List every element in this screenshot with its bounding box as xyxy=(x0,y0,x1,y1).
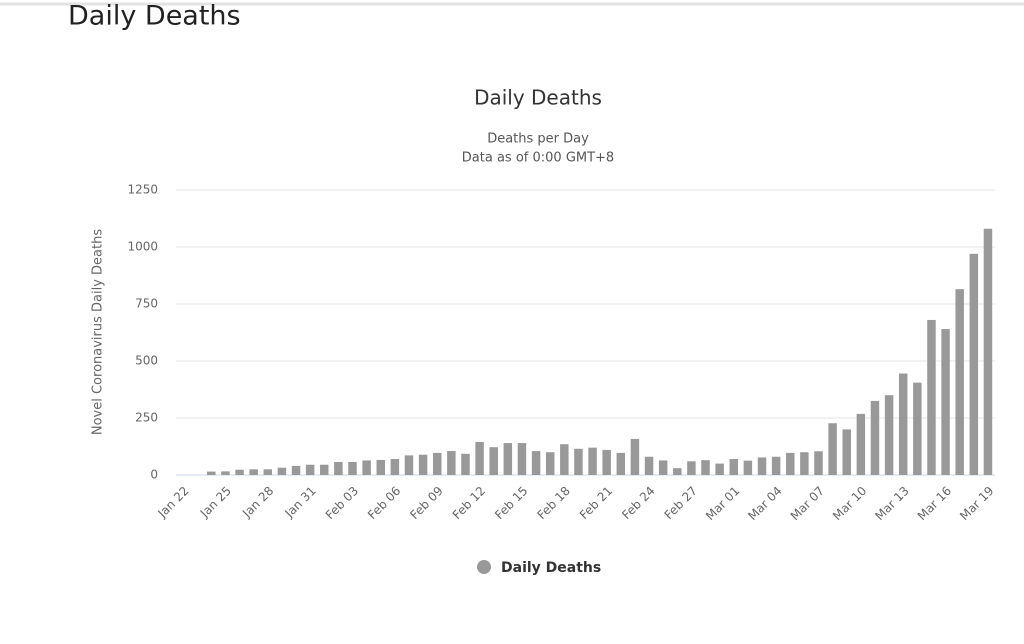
bar xyxy=(969,253,979,475)
x-tick-label: Jan 28 xyxy=(239,484,276,521)
y-axis-label: Novel Coronavirus Daily Deaths xyxy=(91,229,106,435)
bar xyxy=(503,443,513,475)
bar xyxy=(291,465,301,475)
bar xyxy=(545,452,555,475)
bar xyxy=(560,444,569,475)
bar xyxy=(658,460,668,475)
bar xyxy=(616,452,626,475)
bar xyxy=(828,423,837,475)
bar xyxy=(941,329,950,475)
bar xyxy=(320,464,329,475)
x-tick-label: Feb 24 xyxy=(619,484,657,522)
bar xyxy=(644,456,654,475)
bar xyxy=(475,441,484,475)
y-tick-label: 250 xyxy=(135,411,158,425)
x-tick-label: Mar 13 xyxy=(872,484,911,523)
bar xyxy=(447,451,456,475)
x-tick-label: Feb 03 xyxy=(323,484,361,522)
bar xyxy=(800,452,809,475)
bar xyxy=(207,471,216,475)
x-tick-label: Jan 31 xyxy=(282,484,319,521)
x-tick-label: Mar 01 xyxy=(703,484,742,523)
bar xyxy=(404,455,414,475)
chart-title: Daily Deaths xyxy=(474,86,602,110)
bar xyxy=(418,454,428,475)
y-tick-label: 1250 xyxy=(127,183,158,197)
x-tick-label: Mar 04 xyxy=(745,484,784,523)
bar xyxy=(884,395,894,475)
bar xyxy=(489,447,498,475)
bar xyxy=(432,452,442,475)
x-tick-label: Mar 07 xyxy=(788,484,827,523)
bar xyxy=(842,429,851,475)
bar xyxy=(673,468,682,475)
bar xyxy=(630,438,640,475)
bar xyxy=(771,456,781,475)
bar xyxy=(743,460,753,475)
bar xyxy=(334,462,343,475)
x-tick-label: Feb 15 xyxy=(492,484,530,522)
bar xyxy=(701,460,710,475)
bar xyxy=(531,451,541,475)
bar xyxy=(856,413,866,475)
bar xyxy=(277,467,287,475)
x-tick-label: Mar 16 xyxy=(915,484,954,523)
y-tick-label: 750 xyxy=(135,297,158,311)
bar xyxy=(955,289,964,475)
bar xyxy=(602,449,611,475)
x-tick-label: Jan 25 xyxy=(197,484,234,521)
x-tick-label: Feb 21 xyxy=(577,484,615,522)
x-tick-label: Feb 27 xyxy=(662,484,700,522)
x-tick-label: Feb 09 xyxy=(407,484,445,522)
bar xyxy=(348,462,357,475)
bar xyxy=(870,400,880,475)
bar xyxy=(221,471,230,475)
x-tick-label: Feb 06 xyxy=(365,484,403,522)
bar xyxy=(362,460,371,475)
chart-subtitle: Deaths per Day xyxy=(487,132,589,147)
bar xyxy=(898,373,908,475)
x-tick-label: Mar 19 xyxy=(957,484,996,523)
bar xyxy=(305,464,315,475)
bar xyxy=(729,459,739,475)
bar xyxy=(249,469,258,475)
x-tick-label: Feb 12 xyxy=(450,484,488,522)
bar xyxy=(517,443,527,475)
legend-label: Daily Deaths xyxy=(501,560,601,576)
bar xyxy=(235,469,244,475)
chart-subtitle: Data as of 0:00 GMT+8 xyxy=(462,151,614,166)
y-tick-label: 0 xyxy=(150,468,158,482)
bar xyxy=(715,463,724,475)
x-tick-label: Feb 18 xyxy=(534,484,572,522)
y-tick-label: 500 xyxy=(135,354,158,368)
page-title: Daily Deaths xyxy=(68,1,241,32)
bar xyxy=(687,461,696,475)
bar xyxy=(927,319,936,475)
bar xyxy=(263,469,273,475)
bar xyxy=(588,447,597,475)
bar xyxy=(376,459,385,475)
x-tick-label: Jan 22 xyxy=(154,484,191,521)
bar xyxy=(574,448,583,475)
bar xyxy=(786,452,795,475)
bar xyxy=(983,228,993,475)
bar xyxy=(757,457,767,475)
bar xyxy=(390,459,400,475)
bar xyxy=(913,382,922,475)
y-tick-label: 1000 xyxy=(127,240,158,254)
legend-marker xyxy=(477,560,491,574)
bar xyxy=(814,451,823,475)
bar xyxy=(461,453,470,475)
x-tick-label: Mar 10 xyxy=(830,484,869,523)
